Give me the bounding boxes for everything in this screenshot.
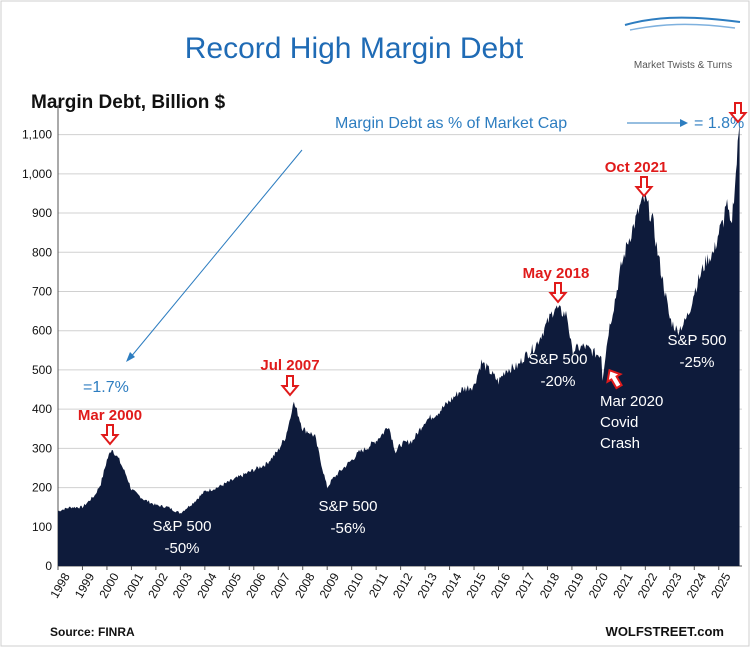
- y-axis-label: Margin Debt, Billion $: [31, 92, 226, 113]
- y-tick-label: 1,100: [22, 128, 52, 142]
- jul-2007-label: Jul 2007: [260, 357, 319, 374]
- y-tick-label: 0: [45, 559, 52, 573]
- sp500-2022-change: -25%: [679, 354, 714, 371]
- y-tick-label: 900: [32, 206, 52, 220]
- mar-2000-label: Mar 2000: [78, 407, 142, 424]
- y-tick-label: 200: [32, 481, 52, 495]
- margin-debt-area: [58, 122, 740, 567]
- pct-pointer-arrowhead-icon: [126, 352, 135, 362]
- logo-wave2-icon: [629, 23, 736, 31]
- may-2018-arrow-icon: [548, 282, 568, 304]
- pct-2025-label: = 1.8%: [694, 115, 744, 132]
- y-tick-label: 300: [32, 441, 52, 455]
- crash-label: Crash: [600, 435, 640, 452]
- pct-pointer-line: [129, 149, 303, 359]
- sp500-2009-label: S&P 500: [319, 498, 378, 515]
- sp500-2002-label: S&P 500: [153, 518, 212, 535]
- y-tick-label: 600: [32, 324, 52, 338]
- y-tick-label: 100: [32, 520, 52, 534]
- source-label: Source: FINRA: [50, 625, 135, 639]
- sp500-2022-label: S&P 500: [668, 332, 727, 349]
- brand-label: WOLFSTREET.com: [606, 624, 724, 639]
- mar-2000-arrow-icon: [100, 424, 120, 446]
- pct-2000-label: =1.7%: [83, 379, 129, 396]
- logo-text: Market Twists & Turns: [634, 60, 732, 71]
- sp500-2018-change: -20%: [540, 373, 575, 390]
- y-tick-label: 500: [32, 363, 52, 377]
- sp500-2018-label: S&P 500: [529, 351, 588, 368]
- jul-2007-arrow-icon: [280, 375, 300, 397]
- y-tick-label: 800: [32, 245, 52, 259]
- chart-title: Record High Margin Debt: [185, 32, 524, 65]
- mar-2020-arrow-icon: [606, 368, 623, 390]
- mar-2020-label: Mar 2020: [600, 393, 663, 410]
- market-cap-arrowhead-icon: [680, 119, 688, 127]
- area-layer: [58, 122, 740, 567]
- oct-2021-label: Oct 2021: [605, 159, 668, 176]
- sp500-2009-change: -56%: [330, 520, 365, 537]
- y-tick-label: 1,000: [22, 167, 52, 181]
- sp500-2002-change: -50%: [164, 540, 199, 557]
- y-tick-label: 400: [32, 402, 52, 416]
- y-tick-layer: 0 100 200 300 400 500 600 700 800 900 1,000 1,100: [22, 128, 52, 573]
- y-tick-label: 700: [32, 284, 52, 298]
- logo: Market Twists & Turns: [624, 16, 741, 71]
- market-cap-annotation: Margin Debt as % of Market Cap: [335, 115, 567, 132]
- logo-wave-icon: [624, 16, 741, 26]
- oct-2021-arrow-icon: [634, 176, 654, 198]
- may-2018-label: May 2018: [523, 265, 590, 282]
- peak-2025-arrow-icon: [728, 102, 748, 124]
- annotation-layer: Margin Debt as % of Market Cap = 1.8% =1…: [78, 102, 748, 557]
- covid-label: Covid: [600, 414, 638, 431]
